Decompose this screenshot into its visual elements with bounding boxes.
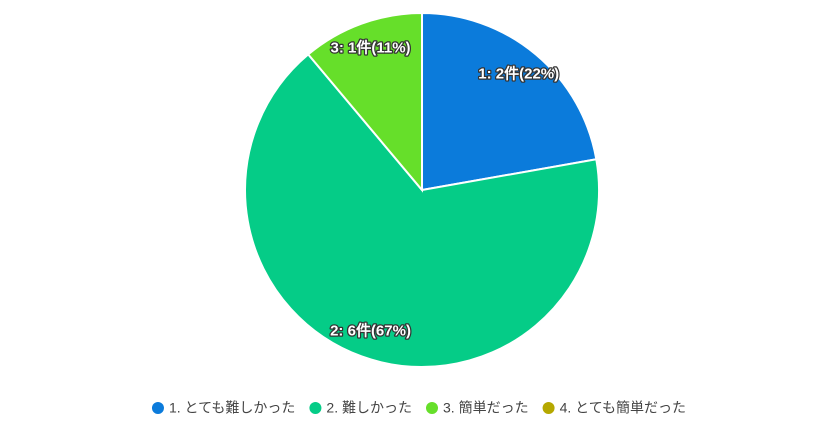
legend-label: 4. とても簡単だった [560,400,686,416]
legend-label: 1. とても難しかった [169,400,295,416]
legend-marker [542,402,555,414]
legend-label: 3. 簡単だった [443,400,529,416]
legend-marker [151,402,164,414]
legend-label: 2. 難しかった [326,400,412,416]
pie-slice [421,11,598,192]
pie-slice [244,52,600,368]
pie-slice [306,11,423,193]
data-label: 2: 6件(67%) [330,321,411,339]
data-label: 3: 1件(11%) [331,39,411,57]
legend-marker [309,402,322,414]
legend-marker [426,402,438,414]
data-label: 1: 2件(22%) [478,65,559,83]
